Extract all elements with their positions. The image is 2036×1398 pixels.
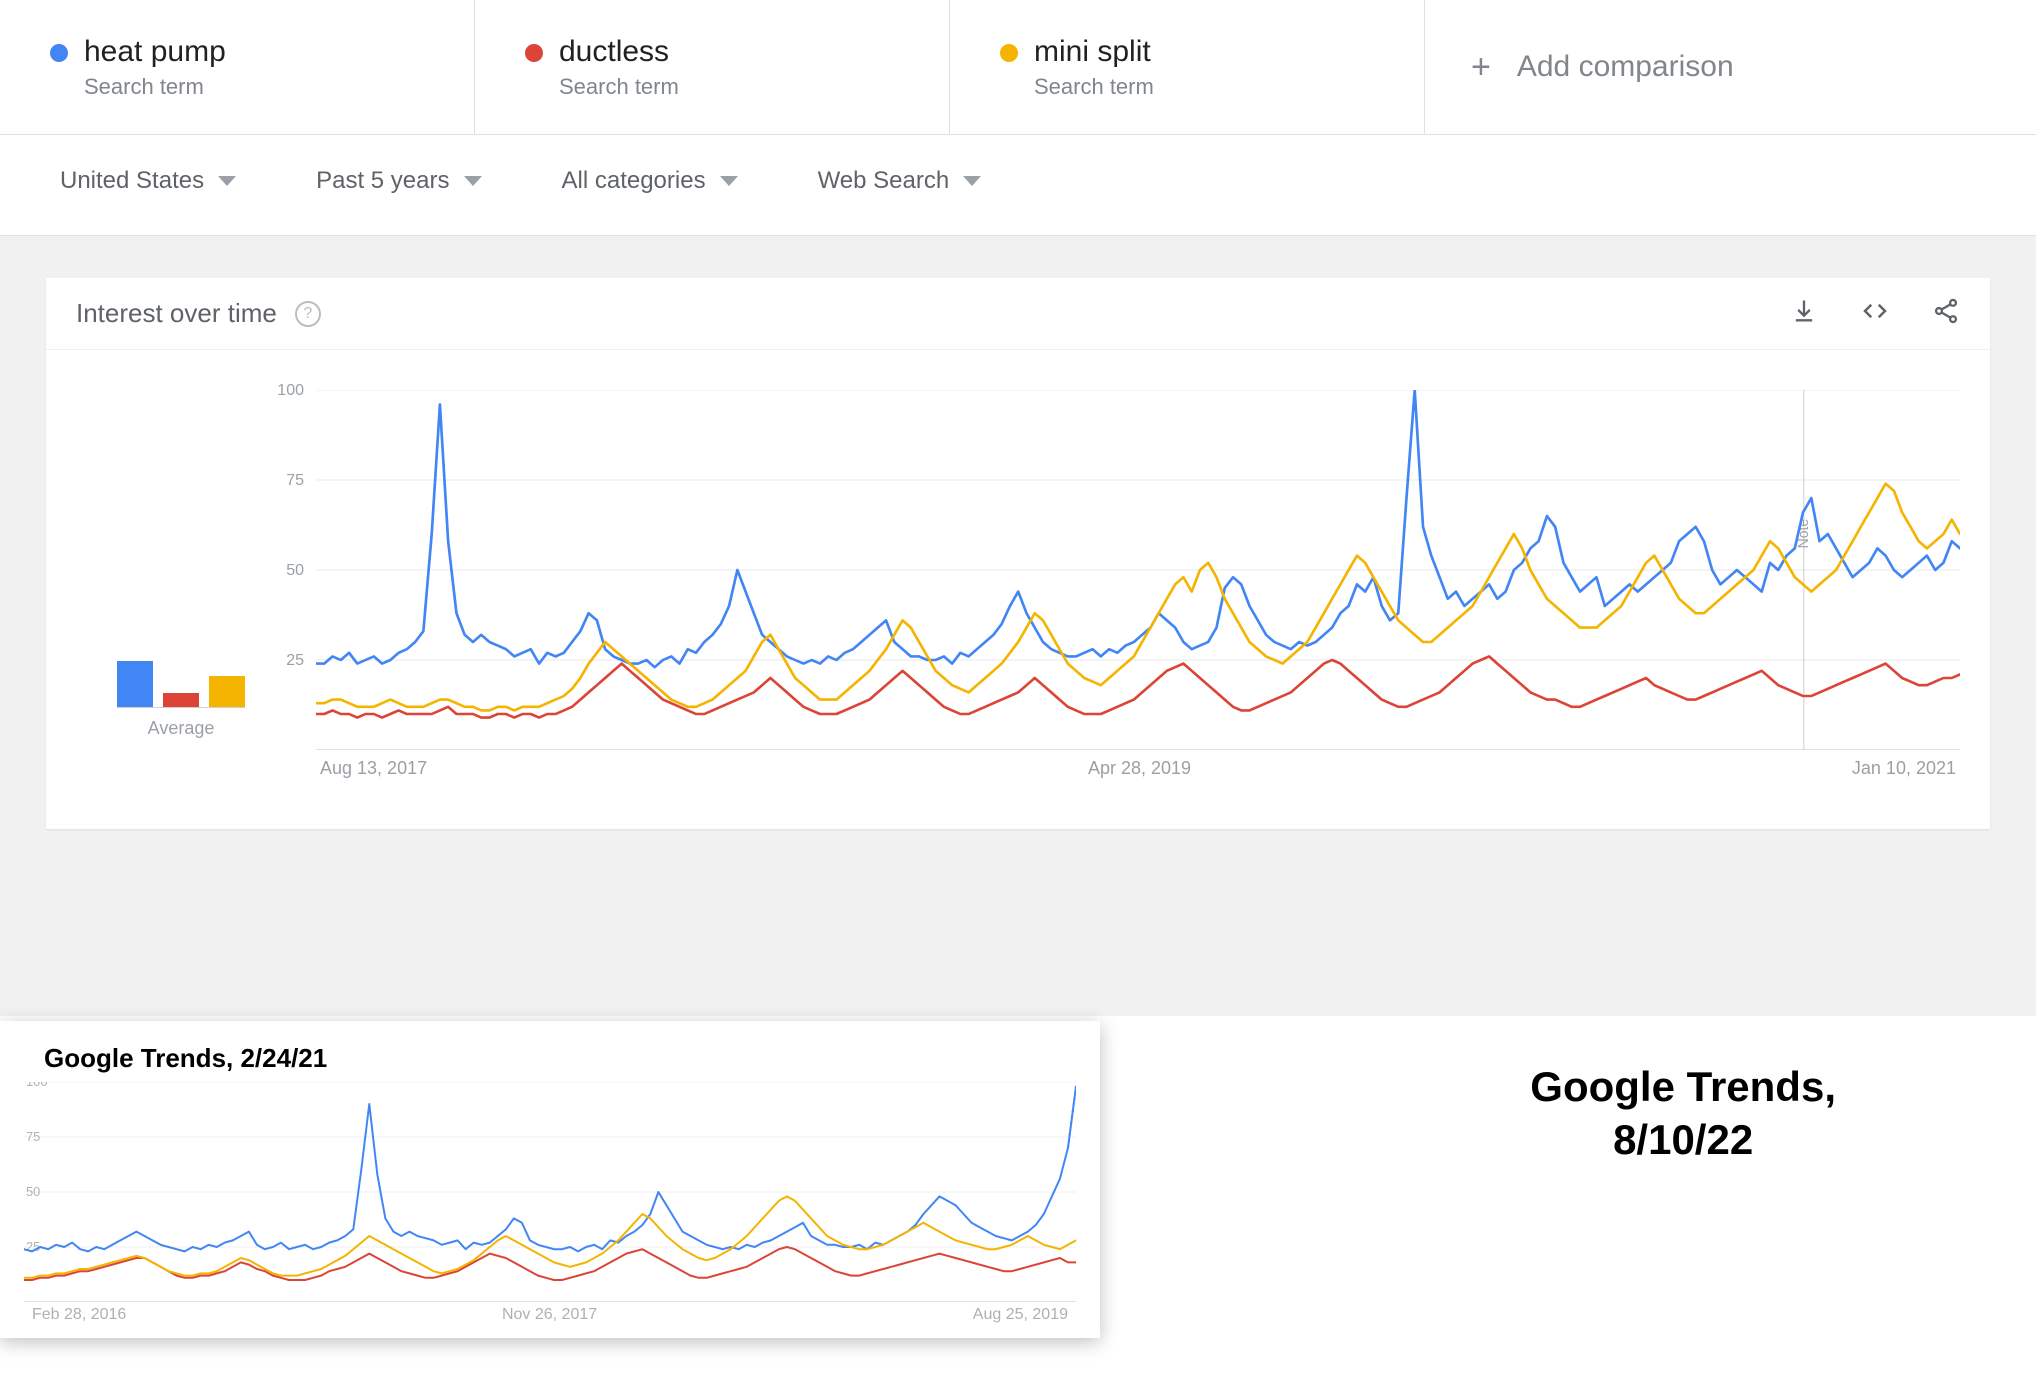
term-dot-icon (1000, 44, 1018, 62)
filter-region-label: United States (60, 167, 204, 195)
filter-category[interactable]: All categories (562, 167, 738, 195)
term-card-ductless[interactable]: ductless Search term (475, 0, 950, 134)
filter-search-type[interactable]: Web Search (818, 167, 982, 195)
chevron-down-icon (464, 176, 482, 186)
inset-chart-card: Google Trends, 2/24/21 255075100 Feb 28,… (0, 1021, 1100, 1338)
page-background: Interest over time ? Average (0, 236, 2036, 1016)
add-comparison-button[interactable]: + Add comparison (1425, 0, 2036, 134)
filter-timeframe[interactable]: Past 5 years (316, 167, 481, 195)
y-tick: 75 (286, 472, 304, 490)
card-header: Interest over time ? (46, 278, 1990, 350)
filter-category-label: All categories (562, 167, 706, 195)
term-label: heat pump (84, 34, 446, 70)
x-tick: Apr 28, 2019 (1088, 758, 1191, 779)
main-chart-svg: Note (316, 390, 1960, 750)
caption-line: Google Trends, (1530, 1061, 1836, 1114)
download-icon[interactable] (1790, 297, 1818, 330)
term-sublabel: Search term (1034, 74, 1396, 100)
inset-title: Google Trends, 2/24/21 (44, 1043, 1076, 1074)
term-dot-icon (525, 44, 543, 62)
term-label: mini split (1034, 34, 1396, 70)
svg-text:50: 50 (26, 1184, 40, 1199)
term-dot-icon (50, 44, 68, 62)
main-chart[interactable]: Note Aug 13, 2017 Apr 28, 2019 Jan 10, 2… (316, 390, 1960, 779)
term-card-heat-pump[interactable]: heat pump Search term (0, 0, 475, 134)
term-card-mini-split[interactable]: mini split Search term (950, 0, 1425, 134)
filters-row: United States Past 5 years All categorie… (0, 135, 2036, 236)
plus-icon: + (1471, 48, 1491, 87)
inset-x-axis-labels: Feb 28, 2016 Nov 26, 2017 Aug 25, 2019 (24, 1302, 1076, 1324)
bottom-annotations: Google Trends, 2/24/21 255075100 Feb 28,… (0, 1021, 2036, 1338)
x-tick: Nov 26, 2017 (502, 1306, 597, 1324)
x-tick: Aug 13, 2017 (320, 758, 427, 779)
inset-chart-svg: 255075100 (24, 1082, 1076, 1302)
average-bars (117, 588, 245, 708)
average-bar (117, 661, 153, 707)
x-axis-labels: Aug 13, 2017 Apr 28, 2019 Jan 10, 2021 (316, 750, 1960, 779)
embed-icon[interactable] (1860, 296, 1890, 331)
chevron-down-icon (218, 176, 236, 186)
term-sublabel: Search term (84, 74, 446, 100)
chevron-down-icon (720, 176, 738, 186)
average-bar (163, 693, 199, 707)
y-tick: 100 (277, 382, 304, 400)
card-actions (1790, 296, 1960, 331)
y-tick: 25 (286, 652, 304, 670)
term-sublabel: Search term (559, 74, 921, 100)
term-label: ductless (559, 34, 921, 70)
svg-text:100: 100 (26, 1082, 48, 1089)
share-icon[interactable] (1932, 297, 1960, 330)
y-tick: 50 (286, 562, 304, 580)
average-label: Average (148, 718, 215, 739)
x-tick: Jan 10, 2021 (1852, 758, 1956, 779)
x-tick: Feb 28, 2016 (32, 1306, 126, 1324)
chart-body: Average Note Aug 13, 2017 Apr 28, 2019 J… (46, 350, 1990, 829)
x-tick: Aug 25, 2019 (973, 1306, 1068, 1324)
comparison-terms-row: heat pump Search term ductless Search te… (0, 0, 2036, 135)
average-bar (209, 676, 245, 707)
interest-over-time-card: Interest over time ? Average (46, 278, 1990, 829)
add-comparison-label: Add comparison (1517, 50, 1734, 84)
average-block: Average (76, 390, 286, 779)
filter-region[interactable]: United States (60, 167, 236, 195)
help-icon[interactable]: ? (295, 301, 321, 327)
main-caption: Google Trends, 8/10/22 (1530, 1061, 1836, 1166)
filter-search-type-label: Web Search (818, 167, 950, 195)
caption-line: 8/10/22 (1530, 1114, 1836, 1167)
filter-timeframe-label: Past 5 years (316, 167, 449, 195)
card-title: Interest over time (76, 298, 277, 329)
svg-text:75: 75 (26, 1129, 40, 1144)
chevron-down-icon (963, 176, 981, 186)
